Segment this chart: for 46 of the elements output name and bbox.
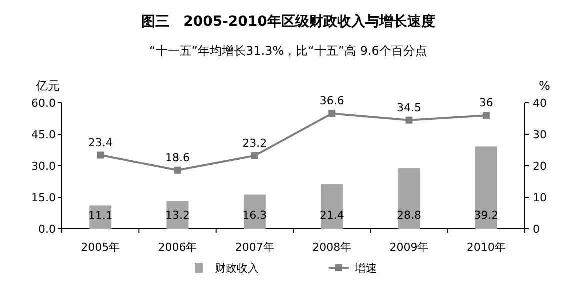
data-label: 34.5 [397, 101, 422, 114]
x-tick-label: 2007年 [235, 241, 274, 254]
y-tick-label: 45.0 [32, 128, 56, 142]
y2-tick-label: 10 [533, 192, 547, 204]
chart-subtitle: “十一五”年均增长31.3%，比“十五”高 9.6个百分点 [150, 44, 428, 58]
y2-tick-label: 0 [533, 223, 540, 236]
data-label: 23.4 [88, 136, 113, 150]
chart-title: 图三 2005-2010年区级财政收入与增长速度 [142, 13, 436, 30]
data-label: 36 [479, 96, 494, 110]
point [406, 116, 413, 124]
bar [475, 146, 498, 229]
x-tick-label: 2005年 [81, 241, 120, 254]
data-label: 39.2 [474, 209, 499, 222]
data-label: 18.6 [166, 151, 190, 164]
bar [398, 168, 420, 229]
x-tick-label: 2010年 [466, 241, 506, 254]
x-tick-label: 2008年 [312, 241, 352, 254]
point [328, 110, 336, 118]
y2-tick-label: 30 [533, 128, 547, 142]
data-label: 28.8 [397, 209, 422, 222]
point [482, 112, 490, 120]
data-label: 23.2 [242, 136, 268, 150]
y-tick-label: 30.0 [32, 160, 56, 173]
data-label: 21.4 [320, 209, 344, 222]
bar [321, 184, 344, 229]
bar [90, 206, 112, 229]
y2-axis-title: % [539, 79, 550, 93]
data-label: 16.3 [242, 209, 268, 222]
legend-增速: 增速 [329, 262, 377, 275]
point [174, 166, 182, 174]
data-label: 13.2 [166, 209, 190, 222]
x-tick-label: 2006年 [158, 241, 198, 254]
legend-label: 增速 [354, 262, 377, 275]
y-tick-label: 15.0 [32, 192, 56, 204]
y2-tick-label: 40 [533, 97, 547, 110]
x-tick-label: 2009年 [390, 241, 429, 254]
y2-tick-label: 20 [533, 160, 547, 173]
y-axis-title: 亿元 [35, 79, 60, 93]
y-tick-label: 0.0 [38, 223, 56, 236]
legend-label: 财政收入 [215, 262, 259, 275]
data-label: 36.6 [320, 94, 344, 108]
point [251, 152, 258, 160]
y-tick-label: 60.0 [32, 97, 56, 110]
legend-财政收入: 财政收入 [195, 262, 259, 275]
point [97, 152, 104, 159]
data-label: 11.1 [88, 210, 113, 223]
